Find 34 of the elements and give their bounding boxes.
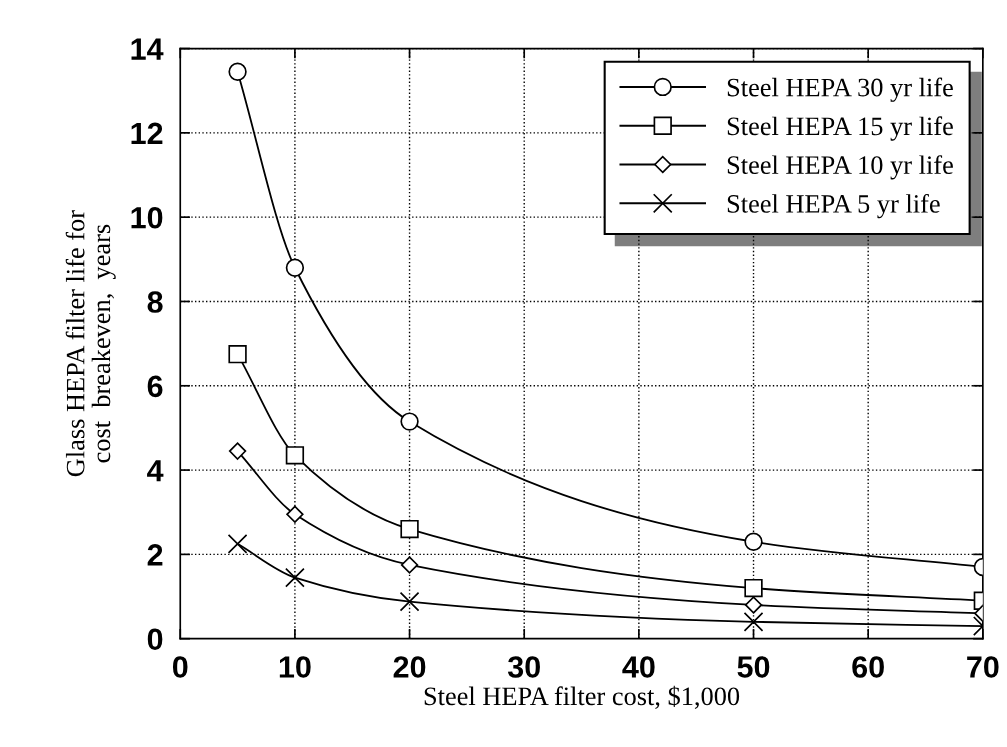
y-tick-label: 10 — [131, 206, 163, 229]
point — [399, 591, 420, 612]
x-axis-title: Steel HEPA filter cost, $1,000 — [424, 685, 740, 709]
y-tick-label: 0 — [147, 628, 163, 651]
point — [400, 412, 419, 431]
point — [227, 533, 248, 554]
point — [286, 505, 304, 524]
x-tick-label: 20 — [393, 656, 426, 678]
x-tick-label: 50 — [737, 656, 770, 678]
legend-label: Steel HEPA 10 yr life — [727, 155, 953, 180]
y-tick-label: 8 — [147, 291, 163, 313]
point — [228, 62, 247, 81]
y-tick-label: 12 — [131, 122, 163, 144]
point — [285, 258, 305, 277]
y-axis-title: Glass HEPA filter life for cost breakeven, years — [65, 210, 116, 477]
x-tick-label: 40 — [622, 656, 655, 678]
x-tick-label: 70 — [967, 656, 999, 678]
point — [228, 344, 247, 364]
y-tick-label: 6 — [147, 375, 163, 398]
y-tick-label: 4 — [147, 460, 164, 482]
point — [400, 556, 419, 574]
point — [228, 442, 247, 460]
x-tick-label: 60 — [852, 656, 884, 678]
x-tick-label: 0 — [172, 656, 188, 678]
x-tick-label: 30 — [507, 656, 540, 678]
y-tick-label: 14 — [131, 38, 164, 60]
x-tick-label: 10 — [279, 656, 311, 678]
legend-label: Steel HEPA 5 yr life — [727, 193, 940, 219]
point — [285, 567, 305, 588]
point — [285, 446, 305, 465]
y-tick-label: 2 — [147, 544, 163, 566]
point — [400, 519, 419, 539]
legend-label: Steel HEPA 30 yr life — [727, 77, 953, 102]
legend-label: Steel HEPA 15 yr life — [727, 116, 953, 141]
